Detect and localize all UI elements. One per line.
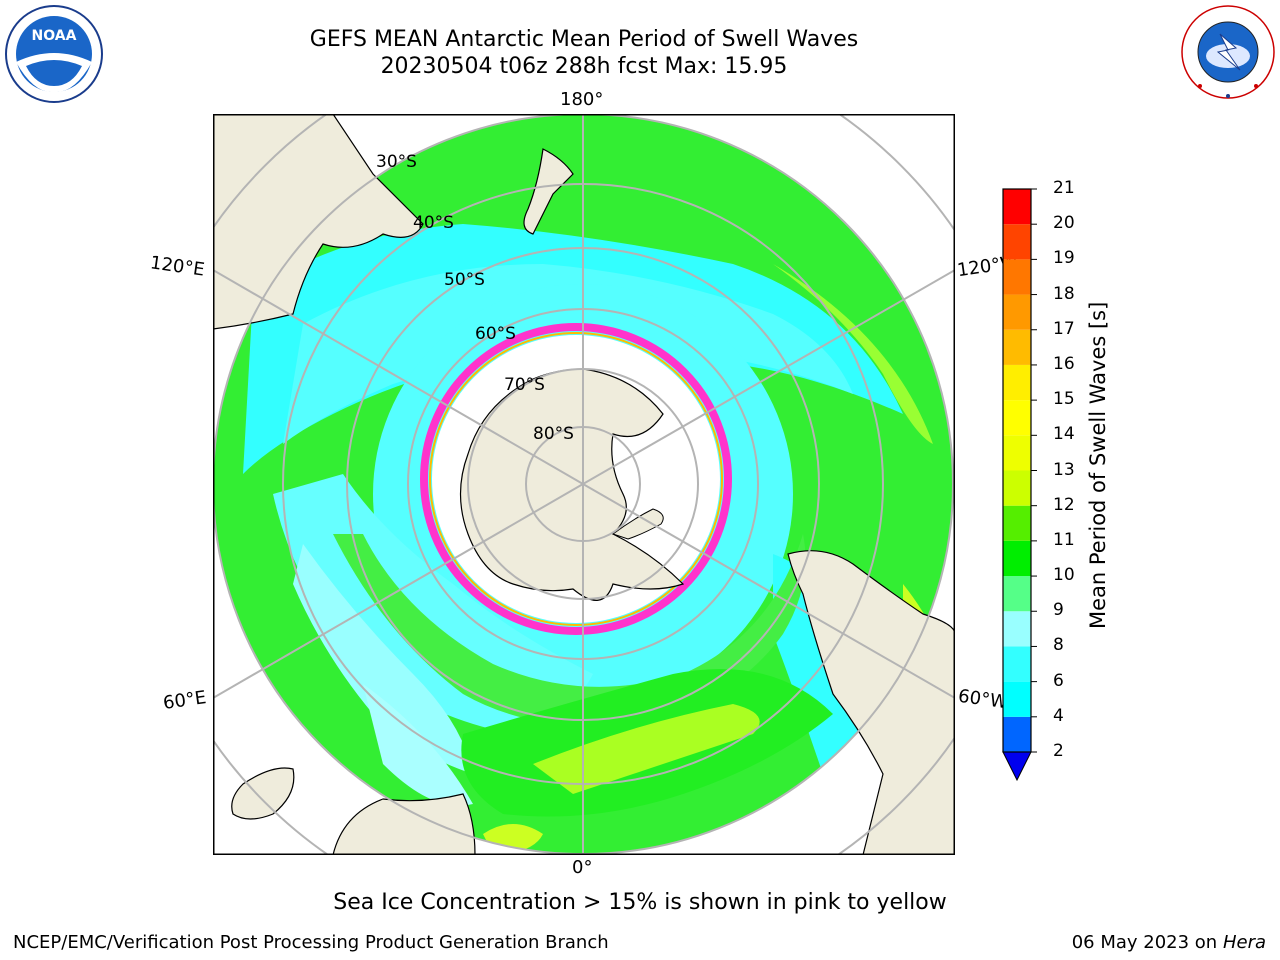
colorbar-tick-label: 14 [1053, 424, 1075, 445]
lon-label-180: 180° [560, 89, 604, 110]
colorbar-tick-label: 11 [1053, 529, 1075, 550]
colorbar-box [1003, 435, 1031, 471]
lon-label-0: 0° [572, 857, 593, 878]
colorbar-box [1003, 646, 1031, 682]
colorbar-tick-label: 13 [1053, 459, 1075, 480]
colorbar-box [1003, 611, 1031, 647]
colorbar-box [1003, 329, 1031, 365]
australia [213, 114, 424, 330]
lat-label-30s: 30°S [376, 152, 417, 172]
colorbar-tick-label: 6 [1053, 670, 1064, 691]
colorbar [1002, 188, 1037, 782]
colorbar-tick-label: 8 [1053, 635, 1064, 656]
colorbar-box [1003, 400, 1031, 436]
colorbar-tick-label: 12 [1053, 494, 1075, 515]
map-subtitle: 20230504 t06z 288h fcst Max: 15.95 [380, 54, 788, 79]
colorbar-tick-label: 21 [1053, 178, 1075, 198]
colorbar-tick-label: 20 [1053, 213, 1075, 234]
map-title: GEFS MEAN Antarctic Mean Period of Swell… [309, 27, 859, 52]
colorbar-tick-label: 10 [1053, 565, 1075, 586]
lat-label-40s: 40°S [413, 213, 454, 233]
lon-label-120e: 120°E [148, 252, 206, 281]
polar-map [213, 114, 955, 855]
colorbar-box [1003, 294, 1031, 330]
colorbar-label: Mean Period of Swell Waves [s] [1086, 301, 1110, 629]
colorbar-box [1003, 505, 1031, 541]
colorbar-tick-label: 18 [1053, 283, 1075, 304]
colorbar-box [1003, 540, 1031, 577]
system-name: Hera [1222, 932, 1266, 953]
colorbar-tick-label: 9 [1053, 600, 1064, 621]
map-frame [213, 114, 955, 855]
lat-label-80s: 80°S [533, 424, 574, 444]
nws-logo [1181, 5, 1275, 99]
lat-label-50s: 50°S [444, 270, 485, 290]
run-date: 06 May 2023 on Hera [1071, 932, 1266, 953]
colorbar-box [1003, 576, 1031, 612]
colorbar-box [1003, 364, 1031, 401]
colorbar-box [1003, 470, 1031, 506]
noaa-logo: NOAA [5, 5, 103, 103]
colorbar-tick-label: 2 [1053, 741, 1064, 761]
colorbar-box [1003, 681, 1031, 717]
colorbar-tick-label: 17 [1053, 318, 1075, 339]
sea-ice-note: Sea Ice Concentration > 15% is shown in … [333, 890, 947, 915]
lat-label-60s: 60°S [475, 324, 516, 344]
lat-label-70s: 70°S [504, 375, 545, 395]
colorbar-tick-label: 19 [1053, 248, 1075, 269]
new-zealand [523, 148, 574, 235]
colorbar-box [1003, 189, 1031, 225]
africa [332, 793, 476, 855]
colorbar-box [1003, 224, 1031, 260]
sea-ice-edge [420, 323, 732, 635]
producer-credit: NCEP/EMC/Verification Post Processing Pr… [13, 932, 609, 953]
colorbar-tick-labels: 2 4 6 8 9 10 11 12 13 14 15 16 17 18 19 20 21 [1053, 0, 1093, 960]
madagascar [231, 767, 295, 820]
colorbar-box [1003, 259, 1031, 295]
antarctica [459, 368, 685, 601]
svg-text:NOAA: NOAA [32, 28, 77, 44]
colorbar-tick-label: 15 [1053, 389, 1075, 410]
colorbar-box [1003, 716, 1031, 752]
colorbar-tick-label: 16 [1053, 353, 1075, 374]
lon-label-60e: 60°E [161, 687, 208, 714]
colorbar-tick-label: 4 [1053, 705, 1064, 726]
